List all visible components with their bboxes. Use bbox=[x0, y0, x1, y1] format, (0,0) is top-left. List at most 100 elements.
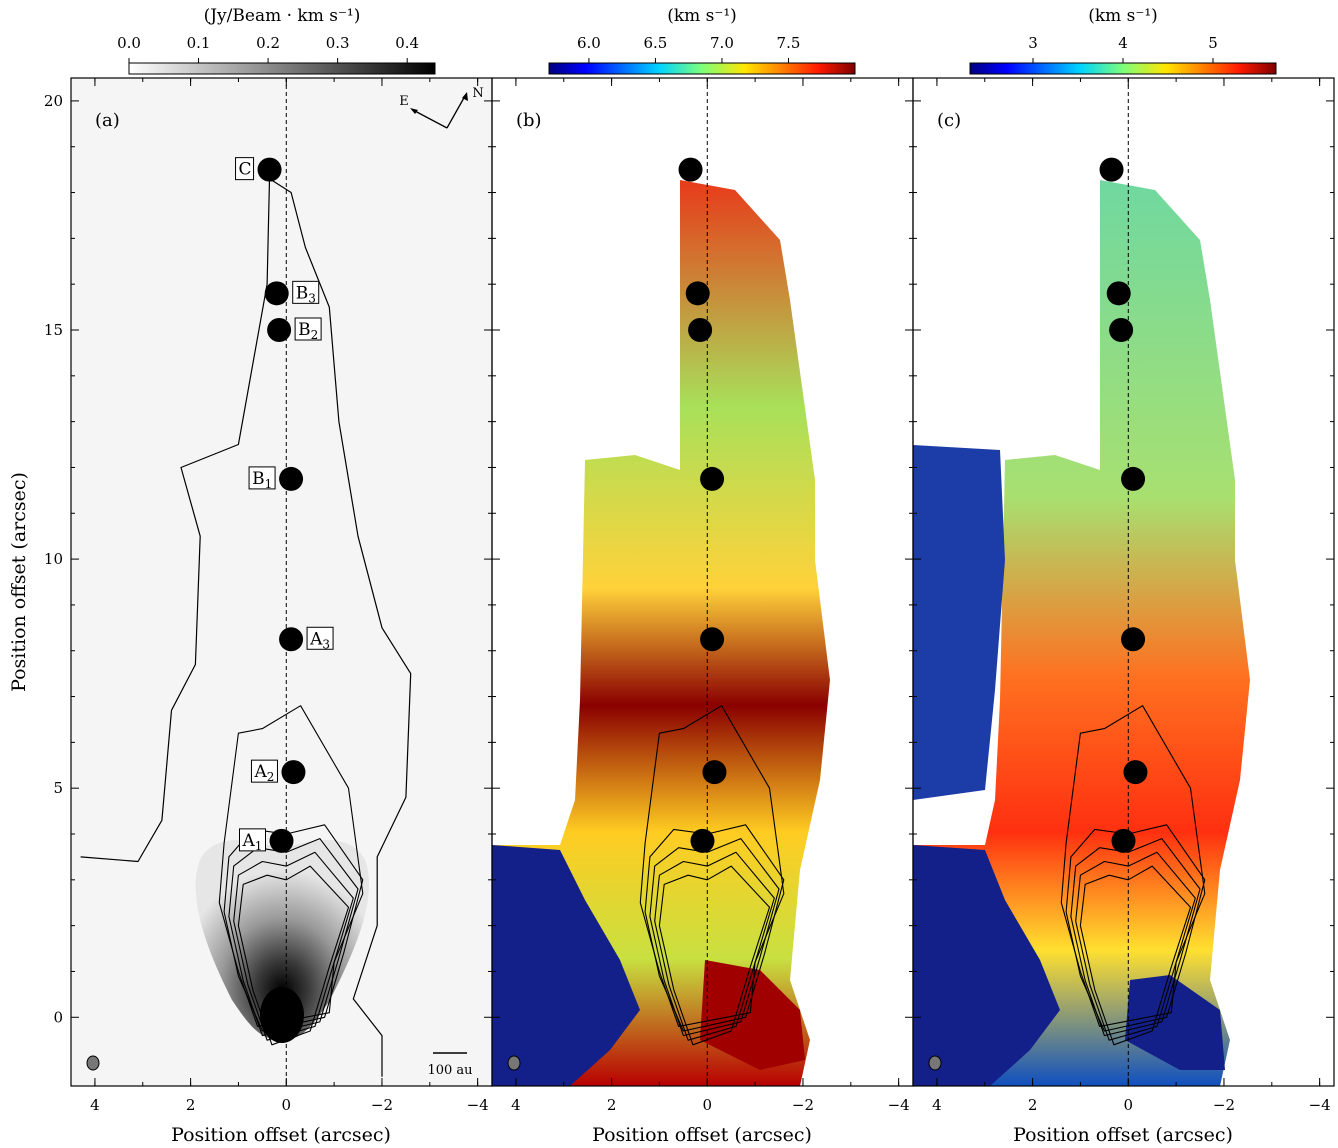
colorbar-tick-label: 7.5 bbox=[777, 34, 801, 52]
knot-label-B2: B2 bbox=[294, 317, 322, 342]
colorbar-tick-label: 0.4 bbox=[395, 34, 419, 52]
x-tick-label: −4 bbox=[888, 1096, 910, 1114]
colorbar-tick-label: 7.0 bbox=[710, 34, 734, 52]
x-tick-label: 2 bbox=[186, 1096, 196, 1114]
x-tick-label: 0 bbox=[1124, 1096, 1134, 1114]
colorbar-tick-label: 6.0 bbox=[577, 34, 601, 52]
beam-ellipse-b bbox=[507, 1055, 521, 1071]
compass: E N bbox=[399, 86, 484, 129]
x-tick-label: −2 bbox=[371, 1096, 393, 1114]
colorbar-c-ticks: 3 4 5 bbox=[1028, 34, 1218, 63]
colorbar-tick-label: 4 bbox=[1118, 34, 1128, 52]
panel-images bbox=[71, 78, 1334, 1086]
y-tick-label: 0 bbox=[53, 1008, 63, 1026]
panel-b-x-axis-title: Position offset (arcsec) bbox=[592, 1124, 812, 1146]
panel-c-label: (c) bbox=[937, 110, 961, 131]
knot-label-B3: B3 bbox=[292, 280, 320, 305]
knot-label-A2: A2 bbox=[250, 759, 278, 784]
colorbar-tick-label: 0.2 bbox=[256, 34, 280, 52]
knot-label-A1: A1 bbox=[239, 828, 266, 853]
colorbar-a-title: (Jy/Beam · km s⁻¹) bbox=[204, 6, 361, 26]
y-tick-label: 10 bbox=[44, 550, 63, 568]
knot-marker bbox=[678, 157, 703, 182]
colorbar-c: (km s⁻¹) 3 4 5 bbox=[969, 6, 1277, 75]
knot-marker bbox=[279, 466, 304, 491]
colorbar-tick-label: 6.5 bbox=[644, 34, 668, 52]
intensity-contour bbox=[654, 851, 775, 1041]
knot-label-B1: B1 bbox=[248, 466, 276, 491]
beam-ellipse-c bbox=[928, 1055, 942, 1071]
knot-marker bbox=[1109, 318, 1134, 342]
x-tick-label: 0 bbox=[282, 1096, 292, 1114]
colorbar-b-title: (km s⁻¹) bbox=[667, 6, 737, 26]
compass-east-label: E bbox=[399, 94, 409, 109]
panel-a-label: (a) bbox=[95, 110, 120, 131]
y-tick-label: 15 bbox=[44, 321, 63, 339]
knot-marker bbox=[1099, 157, 1124, 182]
panel-a-intensity-map bbox=[71, 78, 492, 1086]
knot-marker bbox=[281, 760, 306, 785]
knot-marker bbox=[700, 466, 725, 491]
colorbar-tick-label: 0.0 bbox=[117, 34, 141, 52]
intensity-contour bbox=[233, 851, 354, 1041]
x-tick-label: 4 bbox=[932, 1096, 942, 1114]
knot-marker bbox=[690, 828, 715, 853]
knot-marker bbox=[1106, 281, 1131, 306]
knot-marker bbox=[267, 318, 292, 342]
y-axis-title: Position offset (arcsec) bbox=[8, 472, 30, 692]
knot-marker bbox=[269, 828, 294, 853]
panel-c-x-axis-title: Position offset (arcsec) bbox=[1013, 1124, 1233, 1146]
knots: C B3 B2 B1 A3 A2 A1 bbox=[235, 157, 1148, 853]
x-tick-label: 4 bbox=[511, 1096, 521, 1114]
compass-north-label: N bbox=[472, 86, 483, 101]
knot-marker bbox=[685, 281, 710, 306]
intensity-contour bbox=[237, 865, 350, 1046]
knot-marker bbox=[1111, 828, 1136, 853]
colorbar-tick-label: 5 bbox=[1208, 34, 1218, 52]
x-tick-label: 2 bbox=[607, 1096, 617, 1114]
colorbar-b-ticks: 6.0 6.5 7.0 7.5 bbox=[577, 34, 800, 63]
panel-c-dispersion-map bbox=[913, 78, 1334, 1086]
knot-marker bbox=[257, 157, 282, 182]
colorbar-tick-label: 3 bbox=[1028, 34, 1038, 52]
outer-contour bbox=[80, 178, 412, 1077]
colorbar-a: (Jy/Beam · km s⁻¹) 0.0 0.1 0.2 0.3 0.4 bbox=[117, 6, 436, 75]
knot-marker bbox=[700, 627, 725, 652]
knot-marker bbox=[702, 760, 727, 785]
x-tick-label: 2 bbox=[1028, 1096, 1038, 1114]
scale-bar-label: 100 au bbox=[427, 1063, 472, 1078]
knot-label-text: C bbox=[239, 160, 252, 180]
knot-marker bbox=[1121, 466, 1146, 491]
intensity-contour bbox=[1079, 865, 1192, 1046]
intensity-contour bbox=[1075, 851, 1196, 1041]
scale-bar: 100 au bbox=[427, 1052, 473, 1078]
knot-marker bbox=[1121, 627, 1146, 652]
x-tick-label: −2 bbox=[1213, 1096, 1235, 1114]
beam-ellipse-a bbox=[86, 1055, 100, 1071]
colorbar-tick-label: 0.1 bbox=[187, 34, 211, 52]
knot-marker bbox=[688, 318, 713, 342]
colorbar-a-ticks: 0.0 0.1 0.2 0.3 0.4 bbox=[117, 34, 419, 63]
knot-marker bbox=[1123, 760, 1148, 785]
panel-b-label: (b) bbox=[516, 110, 542, 131]
x-tick-label: 0 bbox=[703, 1096, 713, 1114]
colorbar-tick-label: 0.3 bbox=[326, 34, 350, 52]
x-tick-label: 4 bbox=[90, 1096, 100, 1114]
panel-a-x-axis-title: Position offset (arcsec) bbox=[171, 1124, 391, 1146]
y-tick-label: 5 bbox=[53, 779, 63, 797]
knot-marker bbox=[264, 281, 289, 306]
y-tick-label: 20 bbox=[44, 92, 63, 110]
x-tick-label: −2 bbox=[792, 1096, 814, 1114]
intensity-contour bbox=[658, 865, 771, 1046]
x-tick-label: −4 bbox=[467, 1096, 489, 1114]
knot-marker bbox=[279, 627, 304, 652]
panel-frames bbox=[70, 77, 1335, 1087]
colorbar-b: (km s⁻¹) 6.0 6.5 7.0 7.5 bbox=[548, 6, 856, 75]
x-tick-label: −4 bbox=[1309, 1096, 1331, 1114]
knot-label-A3: A3 bbox=[306, 626, 334, 651]
colorbar-c-title: (km s⁻¹) bbox=[1088, 6, 1158, 26]
panel-b-velocity-map bbox=[492, 78, 913, 1086]
knot-label-C: C bbox=[235, 157, 255, 181]
